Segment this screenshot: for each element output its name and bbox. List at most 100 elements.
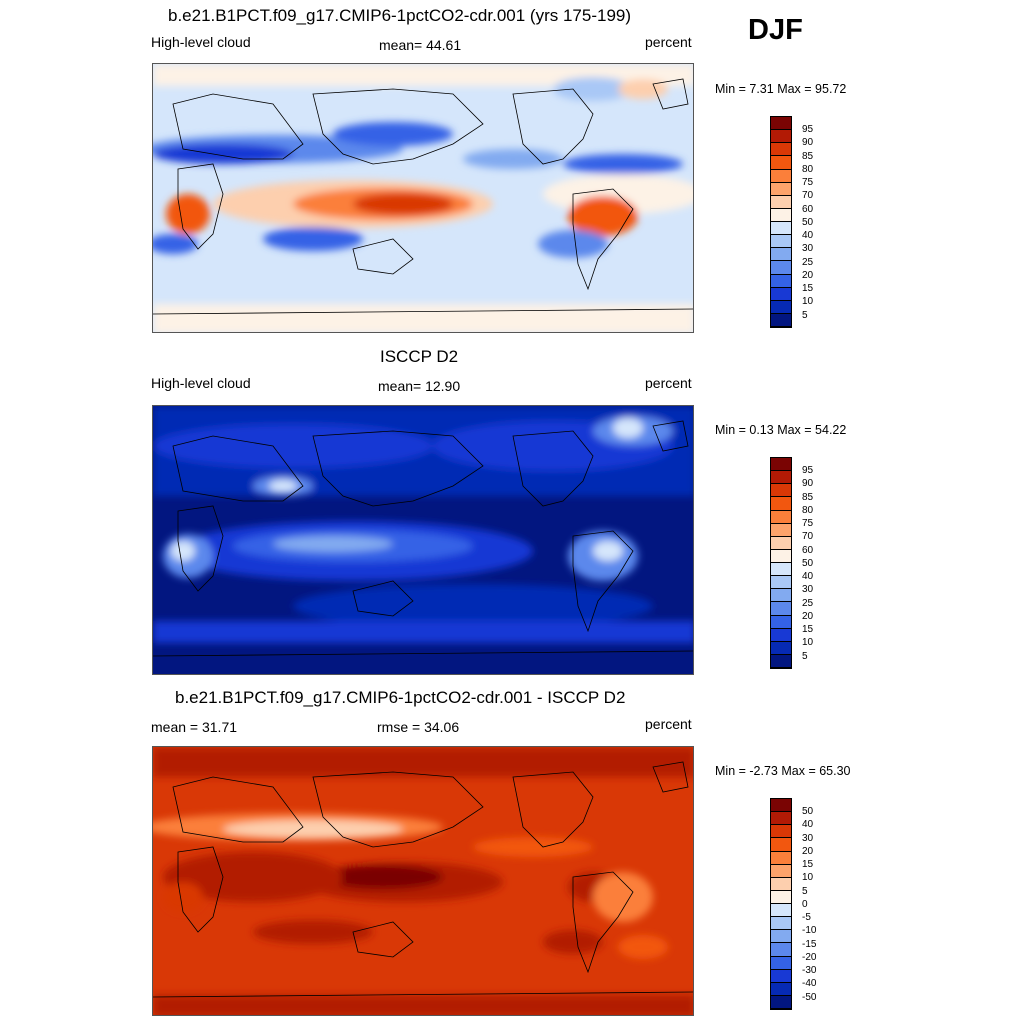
panel3-colorbar-label: 50 (802, 806, 814, 817)
panel3-colorbar-label: 40 (802, 819, 814, 830)
panel1-left-label: High-level cloud (151, 34, 251, 50)
panel3-colorbar-label: -20 (802, 952, 817, 963)
colorbar-swatch (771, 890, 791, 904)
colorbar-swatch (771, 602, 791, 616)
panel2-colorbar (770, 457, 792, 669)
colorbar-swatch (771, 235, 791, 249)
panel1-colorbar-label: 15 (802, 283, 814, 294)
panel1-colorbar-label: 25 (802, 257, 814, 268)
colorbar-swatch (771, 589, 791, 603)
panel3-colorbar-label: 20 (802, 846, 814, 857)
colorbar-swatch (771, 274, 791, 288)
panel1-title: b.e21.B1PCT.f09_g17.CMIP6-1pctCO2-cdr.00… (168, 6, 632, 25)
panel2-units-label: percent (645, 375, 692, 391)
colorbar-swatch (771, 182, 791, 196)
panel1-colorbar-label: 85 (802, 151, 814, 162)
panel1-colorbar-label: 80 (802, 164, 814, 175)
panel3-minmax: Min = -2.73 Max = 65.30 (715, 764, 851, 778)
panel2-mean-label: mean= 12.90 (378, 378, 461, 394)
panel2-left-label: High-level cloud (151, 375, 251, 391)
panel3-colorbar-label: -5 (802, 912, 811, 923)
colorbar-swatch (771, 982, 791, 996)
panel3-colorbar-label: -10 (802, 925, 817, 936)
panel2-colorbar-label: 70 (802, 531, 814, 542)
colorbar-swatch (771, 825, 791, 839)
colorbar-swatch (771, 851, 791, 865)
colorbar-swatch (771, 917, 791, 931)
panel2-minmax: Min = 0.13 Max = 54.22 (715, 423, 847, 437)
colorbar-swatch (771, 497, 791, 511)
panel1-colorbar-label: 5 (802, 310, 808, 321)
colorbar-swatch (771, 943, 791, 957)
panel3-title: b.e21.B1PCT.f09_g17.CMIP6-1pctCO2-cdr.00… (175, 688, 626, 707)
panel1-units-label: percent (645, 34, 692, 50)
panel3-colorbar-label: 15 (802, 859, 814, 870)
panel2-colorbar-label: 95 (802, 465, 814, 476)
colorbar-swatch (771, 877, 791, 891)
panel3-colorbar-label: 30 (802, 833, 814, 844)
panel1-colorbar (770, 116, 792, 328)
colorbar-swatch (771, 261, 791, 275)
panel3-units-label: percent (645, 716, 692, 732)
colorbar-swatch (771, 169, 791, 183)
panel1-colorbar-label: 30 (802, 243, 814, 254)
panel1-mean-label: mean= 44.61 (379, 37, 462, 53)
panel1-colorbar-label: 50 (802, 217, 814, 228)
colorbar-swatch (771, 287, 791, 301)
panel3-colorbar-label: -15 (802, 939, 817, 950)
colorbar-swatch (771, 523, 791, 537)
panel1-colorbar-label: 70 (802, 190, 814, 201)
colorbar-swatch (771, 143, 791, 157)
colorbar-swatch (771, 130, 791, 144)
colorbar-swatch (771, 864, 791, 878)
colorbar-swatch (771, 641, 791, 655)
panel1-colorbar-label: 90 (802, 137, 814, 148)
panel2-colorbar-label: 10 (802, 637, 814, 648)
season-label: DJF (748, 14, 803, 46)
colorbar-swatch (771, 222, 791, 236)
colorbar-swatch (771, 117, 791, 131)
panel3-colorbar-label: 10 (802, 872, 814, 883)
panel1-colorbar-label: 60 (802, 204, 814, 215)
panel3-colorbar-label: -50 (802, 992, 817, 1003)
panel2-colorbar-label: 40 (802, 571, 814, 582)
colorbar-swatch (771, 956, 791, 970)
panel3-rmse-label: rmse = 34.06 (377, 719, 460, 735)
colorbar-swatch (771, 313, 791, 327)
colorbar-swatch (771, 248, 791, 262)
colorbar-swatch (771, 471, 791, 485)
colorbar-swatch (771, 930, 791, 944)
colorbar-swatch (771, 458, 791, 472)
colorbar-swatch (771, 628, 791, 642)
panel3-colorbar-label: 5 (802, 886, 808, 897)
panel1-colorbar-label: 95 (802, 124, 814, 135)
panel2-colorbar-label: 5 (802, 651, 808, 662)
colorbar-swatch (771, 563, 791, 577)
panel2-colorbar-label: 60 (802, 545, 814, 556)
panel1-colorbar-label: 10 (802, 296, 814, 307)
colorbar-swatch (771, 208, 791, 222)
colorbar-swatch (771, 654, 791, 668)
colorbar-swatch (771, 156, 791, 170)
panel1-colorbar-label: 20 (802, 270, 814, 281)
panel3-colorbar-label: -30 (802, 965, 817, 976)
colorbar-swatch (771, 300, 791, 314)
panel1-colorbar-label: 40 (802, 230, 814, 241)
colorbar-swatch (771, 195, 791, 209)
panel1-colorbar-label: 75 (802, 177, 814, 188)
panel2-colorbar-label: 25 (802, 598, 814, 609)
colorbar-swatch (771, 484, 791, 498)
panel2-colorbar-label: 30 (802, 584, 814, 595)
colorbar-swatch (771, 995, 791, 1009)
colorbar-swatch (771, 969, 791, 983)
panel1-map (152, 63, 694, 333)
panel3-colorbar-label: 0 (802, 899, 808, 910)
panel2-colorbar-label: 80 (802, 505, 814, 516)
panel3-colorbar-label: -40 (802, 978, 817, 989)
colorbar-swatch (771, 510, 791, 524)
panel2-colorbar-label: 15 (802, 624, 814, 635)
colorbar-swatch (771, 812, 791, 826)
panel2-title: ISCCP D2 (380, 347, 459, 366)
panel3-map (152, 746, 694, 1016)
panel2-colorbar-label: 50 (802, 558, 814, 569)
